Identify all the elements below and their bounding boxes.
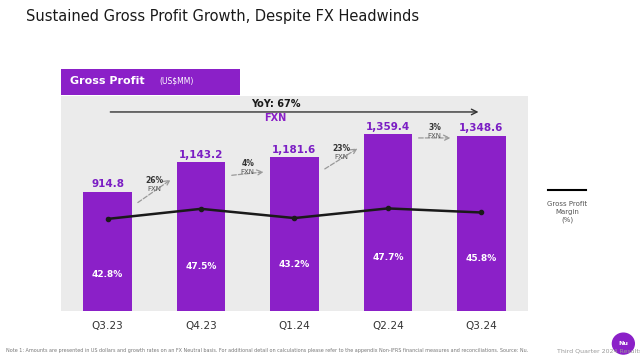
Text: Note 1: Amounts are presented in US dollars and growth rates on an FX Neutral ba: Note 1: Amounts are presented in US doll… (6, 348, 529, 353)
Text: Nu: Nu (618, 341, 628, 346)
Text: 45.8%: 45.8% (466, 253, 497, 262)
Text: 1,348.6: 1,348.6 (459, 123, 504, 133)
Text: FXN: FXN (147, 186, 161, 192)
Text: Sustained Gross Profit Growth, Despite FX Headwinds: Sustained Gross Profit Growth, Despite F… (26, 9, 419, 24)
Text: Gross Profit: Gross Profit (70, 76, 145, 86)
Bar (83, 192, 132, 311)
Text: FXN: FXN (241, 169, 255, 175)
Text: 914.8: 914.8 (91, 180, 124, 190)
Bar (364, 134, 412, 311)
Bar (177, 162, 225, 311)
Text: 1,143.2: 1,143.2 (179, 150, 223, 160)
Text: 47.7%: 47.7% (372, 253, 404, 262)
Text: 3%: 3% (428, 123, 441, 132)
Text: 4%: 4% (241, 159, 254, 168)
Text: FXN: FXN (428, 133, 442, 139)
Text: FXN: FXN (264, 113, 287, 123)
Text: 23%: 23% (332, 144, 350, 153)
Text: YoY: 67%: YoY: 67% (251, 99, 300, 109)
Text: 43.2%: 43.2% (279, 260, 310, 269)
Text: 47.5%: 47.5% (185, 262, 217, 271)
Text: 42.8%: 42.8% (92, 271, 123, 280)
Text: Third Quarter 2024 Results: Third Quarter 2024 Results (557, 348, 640, 353)
Text: (US$MM): (US$MM) (159, 77, 194, 86)
Bar (457, 136, 506, 311)
Text: 1,359.4: 1,359.4 (365, 122, 410, 132)
Text: Gross Profit
Margin
(%): Gross Profit Margin (%) (547, 201, 587, 223)
Text: FXN: FXN (334, 154, 348, 160)
Text: 26%: 26% (145, 176, 163, 185)
Text: 1,181.6: 1,181.6 (272, 145, 317, 155)
Bar (270, 157, 319, 311)
Circle shape (612, 333, 634, 354)
